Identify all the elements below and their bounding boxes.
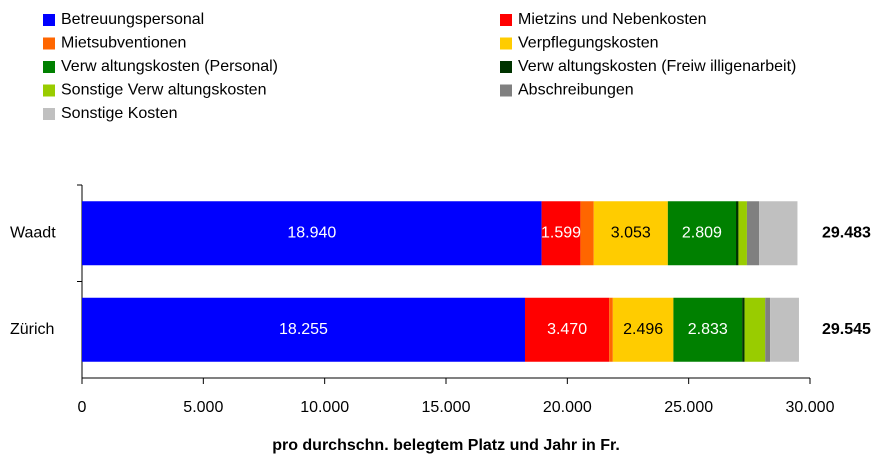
data-label: 2.496 bbox=[623, 321, 663, 338]
legend-label: Verw altungskosten (Personal) bbox=[61, 58, 278, 75]
x-tick-label: 0 bbox=[78, 399, 87, 416]
legend-label: Mietsubventionen bbox=[61, 35, 186, 52]
bar-segment bbox=[541, 201, 581, 266]
legend-label: Sonstige Kosten bbox=[61, 105, 178, 122]
bar-segment bbox=[759, 201, 798, 266]
bar-segment bbox=[609, 297, 613, 362]
x-tick-label: 10.000 bbox=[300, 399, 349, 416]
legend-swatch bbox=[500, 84, 512, 97]
data-label: 1.599 bbox=[541, 224, 581, 241]
legend-label: Sonstige Verw altungskosten bbox=[61, 82, 266, 99]
x-tick-label: 5.000 bbox=[183, 399, 223, 416]
category-label: Waadt bbox=[10, 224, 56, 241]
legend-label: Verw altungskosten (Freiw illigenarbeit) bbox=[518, 58, 796, 75]
bar-segment bbox=[746, 201, 760, 266]
legend-swatch bbox=[500, 37, 512, 50]
bar-segment bbox=[765, 297, 771, 362]
legend-label: Mietzins und Nebenkosten bbox=[518, 11, 707, 28]
bar-segment bbox=[738, 201, 747, 266]
category-label: Zürich bbox=[10, 321, 54, 338]
bar-segment bbox=[770, 297, 799, 362]
x-tick-label: 25.000 bbox=[664, 399, 713, 416]
legend-swatch bbox=[43, 61, 55, 73]
bar-segment bbox=[742, 297, 745, 362]
x-tick-label: 20.000 bbox=[543, 399, 592, 416]
bar-segment bbox=[593, 201, 668, 266]
bar-segment bbox=[744, 297, 766, 362]
legend-swatch bbox=[43, 84, 55, 97]
data-label: 3.470 bbox=[547, 321, 587, 338]
legend-label: Abschreibungen bbox=[518, 82, 634, 99]
data-label: 18.255 bbox=[279, 321, 328, 338]
legend-label: Verpflegungskosten bbox=[518, 35, 659, 52]
bar-segment bbox=[580, 201, 594, 266]
bar-segment bbox=[524, 297, 610, 362]
bar-segment bbox=[667, 201, 737, 266]
legend-swatch bbox=[500, 61, 512, 73]
total-label: 29.545 bbox=[822, 321, 871, 338]
bar-segment bbox=[736, 201, 739, 266]
bar-segment bbox=[612, 297, 674, 362]
legend-swatch bbox=[43, 14, 55, 26]
data-label: 2.809 bbox=[682, 224, 722, 241]
legend-label: Betreuungspersonal bbox=[61, 11, 204, 28]
data-label: 18.940 bbox=[287, 224, 336, 241]
bar-segment bbox=[82, 201, 542, 266]
x-tick-label: 30.000 bbox=[786, 399, 835, 416]
legend-swatch bbox=[43, 37, 55, 50]
legend-swatch bbox=[500, 14, 512, 26]
legend-swatch bbox=[43, 108, 55, 120]
x-tick-label: 15.000 bbox=[422, 399, 471, 416]
data-label: 2.833 bbox=[688, 321, 728, 338]
data-label: 3.053 bbox=[611, 224, 651, 241]
bar-segment bbox=[673, 297, 743, 362]
bar-segment bbox=[82, 297, 525, 362]
total-label: 29.483 bbox=[822, 224, 871, 241]
x-axis-label: pro durchschn. belegtem Platz und Jahr i… bbox=[272, 437, 620, 454]
